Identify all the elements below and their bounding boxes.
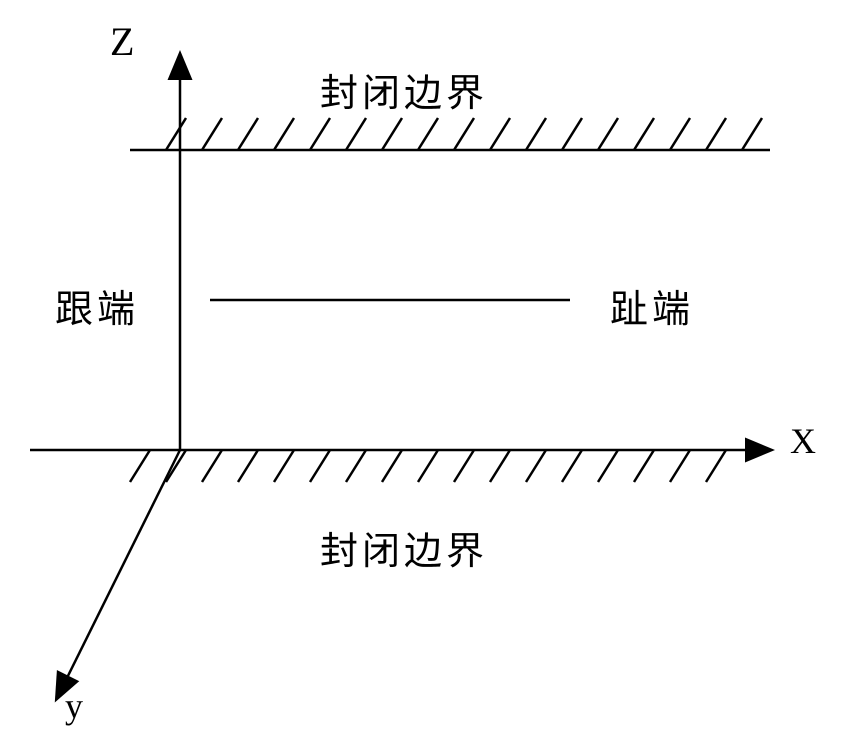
bottom-boundary-label: 封闭边界 <box>320 520 488 575</box>
y-axis <box>57 450 180 698</box>
top-boundary-hatch <box>166 118 762 150</box>
heel-end-label: 跟端 <box>55 278 139 333</box>
z-axis-label: Z <box>110 18 134 65</box>
top-boundary-label: 封闭边界 <box>320 62 488 117</box>
bottom-boundary-hatch <box>130 450 726 482</box>
x-axis-label: X <box>790 420 816 462</box>
y-axis-label: y <box>65 685 83 727</box>
toe-end-label: 趾端 <box>610 278 694 333</box>
